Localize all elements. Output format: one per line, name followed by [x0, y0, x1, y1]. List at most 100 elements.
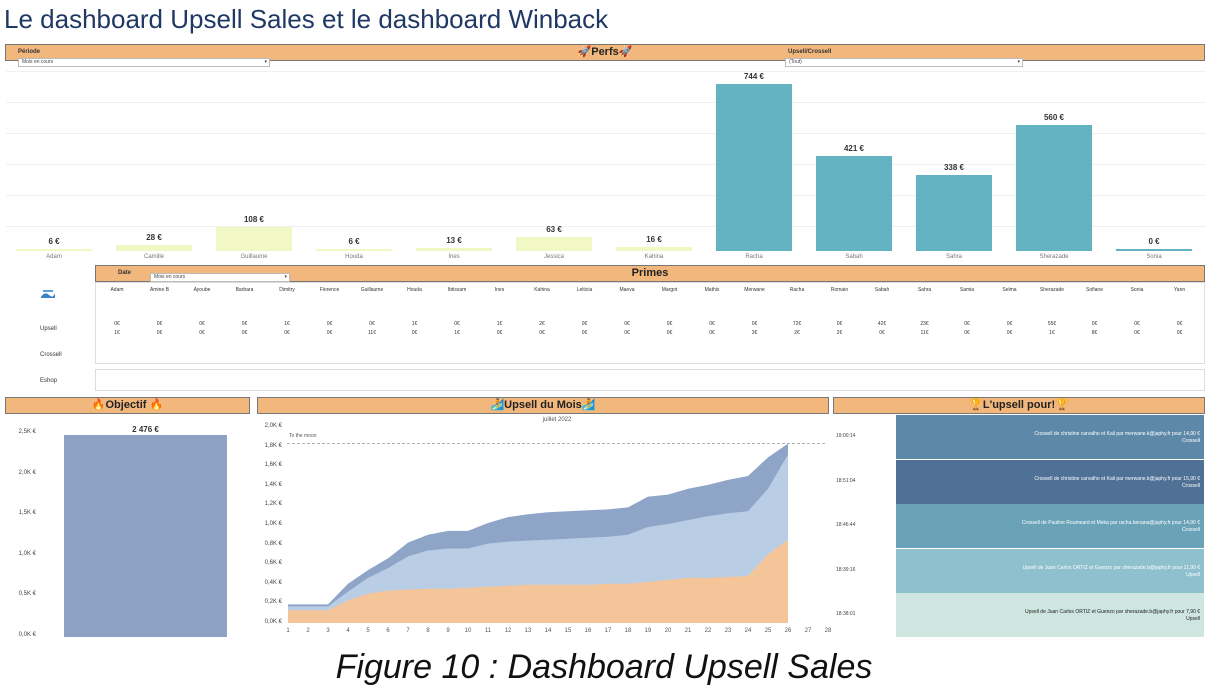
prime-upsell-value: 0€ — [666, 321, 673, 327]
perfs-bar-name: Sabah — [845, 254, 863, 260]
upsell-filter-label: Upsell/Crossell — [788, 49, 832, 55]
feed-item: Crossell de Pauline Roumeard et Meka par… — [896, 504, 1204, 548]
feed-item-time: 18:39:16 — [836, 566, 856, 573]
prime-upsell-value: 0€ — [199, 321, 205, 327]
feed-item-text: Upsell de Juan Carlos ORTIZ et Guenzo pa… — [1022, 564, 1200, 571]
area-y-tick: 1,8K € — [264, 442, 282, 449]
prime-upsell-value: 0€ — [1006, 321, 1013, 327]
area-y-tick: 0,6K € — [264, 560, 282, 567]
perfs-title: 🚀Perfs🚀 — [577, 46, 633, 58]
area-series — [288, 539, 788, 623]
area-x-tick: 8 — [426, 628, 430, 634]
objectif-y-tick: 2,0K € — [18, 469, 36, 476]
area-x-tick: 12 — [504, 628, 512, 634]
document-title: Le dashboard Upsell Sales et le dashboar… — [4, 4, 609, 34]
prime-upsell-value: 0€ — [539, 330, 545, 336]
prime-upsell-value: 0€ — [709, 321, 715, 327]
prime-upsell-value: 0€ — [326, 330, 333, 336]
area-y-tick: 0,2K € — [264, 599, 282, 606]
perfs-bar-name: Sherazade — [1039, 254, 1069, 260]
area-x-tick: 22 — [704, 628, 712, 634]
feed-header: 🏆L'upsell pour!🏆 — [833, 397, 1205, 414]
area-x-tick: 23 — [724, 628, 732, 634]
objectif-y-tick: 1,5K € — [18, 510, 36, 517]
prime-upsell-value: 0€ — [241, 321, 248, 327]
reference-label: To the moon — [289, 433, 317, 439]
prime-upsell-value: 0€ — [1134, 330, 1140, 336]
prime-upsell-value: 2€ — [539, 321, 545, 327]
prime-name: Sherazade — [1039, 287, 1065, 293]
objectif-bar — [64, 435, 227, 637]
prime-upsell-value: 0€ — [284, 330, 290, 336]
area-y-tick: 0,4K € — [264, 579, 282, 586]
prime-upsell-value: 1€ — [411, 321, 418, 327]
feed-item-time: 18:38:01 — [836, 611, 856, 617]
feed-item-type: Crossell — [1181, 438, 1200, 444]
perfs-bar-name: Racha — [745, 254, 763, 260]
area-y-tick: 1,0K € — [264, 521, 282, 527]
prime-upsell-value: 0€ — [709, 330, 715, 336]
prime-name: Sofiane — [1086, 287, 1103, 293]
chevron-down-icon: ▾ — [264, 59, 267, 65]
perfs-bar — [1116, 249, 1192, 251]
area-x-tick: 20 — [664, 628, 672, 634]
perfs-bar-value: 108 € — [243, 214, 265, 224]
perfs-bar-value: 16 € — [646, 235, 662, 245]
area-x-tick: 9 — [446, 628, 450, 634]
upsell-mois-header: 🏄Upsell du Mois🏄 — [257, 397, 829, 414]
perfs-bar-value: 338 € — [943, 162, 965, 172]
date-dropdown[interactable]: Mois en cours ▾ — [150, 273, 290, 282]
area-y-tick: 0,8K € — [264, 540, 282, 547]
primes-title: Primes — [631, 267, 669, 279]
date-label: Date — [118, 270, 132, 276]
gridline — [6, 164, 1206, 165]
prime-upsell-value: 0€ — [241, 330, 248, 336]
month-label: juillet 2022 — [542, 417, 572, 423]
perfs-bar — [316, 249, 392, 251]
prime-name: Sabah — [874, 287, 890, 293]
prime-upsell-value: 0€ — [454, 321, 460, 327]
perfs-bar-name: Houda — [345, 254, 363, 260]
prime-name: Ayoube — [193, 287, 211, 293]
area-x-tick: 2 — [306, 628, 310, 634]
area-y-tick: 2,0K € — [264, 423, 282, 429]
chevron-down-icon: ▾ — [1017, 59, 1020, 65]
feed-item-type: Crossell — [1181, 527, 1200, 533]
area-y-tick: 1,6K € — [264, 462, 282, 469]
prime-name: Florence — [319, 287, 340, 293]
upsell-crossell-dropdown[interactable]: (Tout) ▾ — [785, 58, 1023, 67]
prime-upsell-value: 0€ — [369, 321, 375, 327]
prime-upsell-value: 0€ — [666, 330, 673, 336]
prime-upsell-value: 1€ — [284, 321, 290, 327]
prime-upsell-value: 0€ — [751, 321, 758, 327]
eshop-row — [95, 369, 1205, 391]
perfs-bar-value: 0 € — [1148, 237, 1160, 246]
objectif-header: 🔥Objectif 🔥 — [5, 397, 250, 414]
prime-upsell-value: 0€ — [156, 330, 163, 336]
gridline — [6, 226, 1206, 227]
perfs-bar-name: Adam — [46, 254, 62, 260]
feed-item: Crossell de christine carvalho et Kali p… — [896, 415, 1204, 459]
gridline — [6, 133, 1206, 134]
prime-upsell-value: 0€ — [326, 321, 333, 327]
area-y-tick: 1,2K € — [264, 501, 282, 508]
perfs-bar-name: Ines — [448, 254, 460, 260]
feed-item: Upsell de Juan Carlos ORTIZ et Guenzo pa… — [896, 548, 1204, 593]
area-x-tick: 15 — [564, 628, 572, 634]
perfs-bar — [716, 83, 792, 251]
row-label-crossell: Crossell — [40, 352, 62, 358]
prime-upsell-value: 0€ — [1091, 321, 1098, 327]
perfs-bar-name: Sahra — [945, 254, 962, 260]
perfs-bar-name: Jessica — [543, 254, 564, 260]
area-x-tick: 17 — [604, 628, 612, 634]
prime-upsell-value: 2€ — [836, 330, 843, 336]
feed-item-type: Upsell — [1186, 571, 1200, 578]
prime-name: Ines — [494, 287, 505, 293]
periode-dropdown[interactable]: Mois en cours ▾ — [18, 58, 270, 67]
perfs-bar-value: 28 € — [146, 232, 162, 242]
upsell-filter-value: (Tout) — [789, 59, 802, 65]
perfs-bar-name: Sonia — [1146, 254, 1162, 260]
perfs-bar — [216, 226, 292, 251]
area-y-tick: 1,4K € — [264, 481, 282, 488]
prime-name: Maeva — [619, 287, 635, 293]
